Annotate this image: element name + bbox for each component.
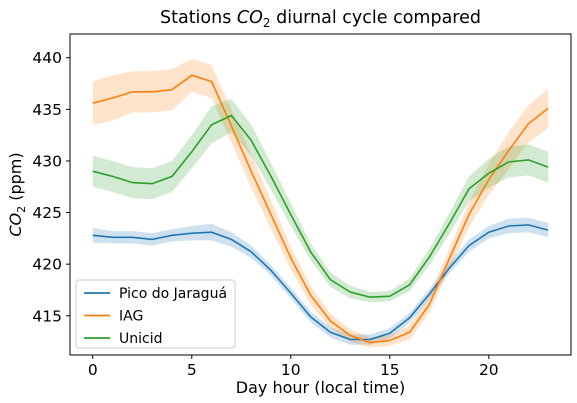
series-line-2 [92,114,549,299]
chart-title-suffix: diurnal cycle compared [271,8,481,28]
legend-box [75,279,236,349]
y-axis-label-var: CO [6,213,25,237]
y-axis: 415 420 425 430 435 440 [32,49,70,325]
y-axis-label-sub: 2 [15,206,28,213]
legend: Pico do Jaraguá IAG Unicid [75,279,236,349]
y-tick-label: 415 [32,307,62,325]
x-axis-label: Day hour (local time) [236,378,405,397]
series-line-0 [92,224,549,341]
y-axis-label: CO2 (ppm) [6,152,28,236]
x-tick-label: 15 [380,361,400,379]
x-tick-label: 10 [281,361,301,379]
y-tick-label: 425 [32,204,62,222]
y-tick-label: 440 [32,49,62,67]
legend-label-0: Pico do Jaraguá [119,286,227,302]
plot-frame [69,33,572,356]
chart-title-prefix: Stations [160,8,237,28]
y-axis-label-suffix: (ppm) [6,152,25,205]
legend-label-1: IAG [119,309,143,325]
chart-title-sub: 2 [263,16,271,30]
confidence-band-0 [92,217,549,345]
chart-title-var: CO [237,8,263,28]
confidence-band-1 [92,58,549,348]
x-axis: 0 5 10 15 20 [88,355,499,379]
y-tick-label: 435 [32,101,62,119]
chart-title: Stations CO2 diurnal cycle compared [160,8,481,30]
x-tick-label: 20 [479,361,499,379]
confidence-bands [92,58,549,348]
x-tick-label: 0 [88,361,98,379]
y-tick-label: 420 [32,256,62,274]
legend-label-2: Unicid [119,331,162,347]
series-line-1 [92,74,549,344]
x-tick-label: 5 [187,361,197,379]
series-lines [92,74,549,344]
confidence-band-2 [92,99,549,303]
y-tick-label: 430 [32,152,62,170]
